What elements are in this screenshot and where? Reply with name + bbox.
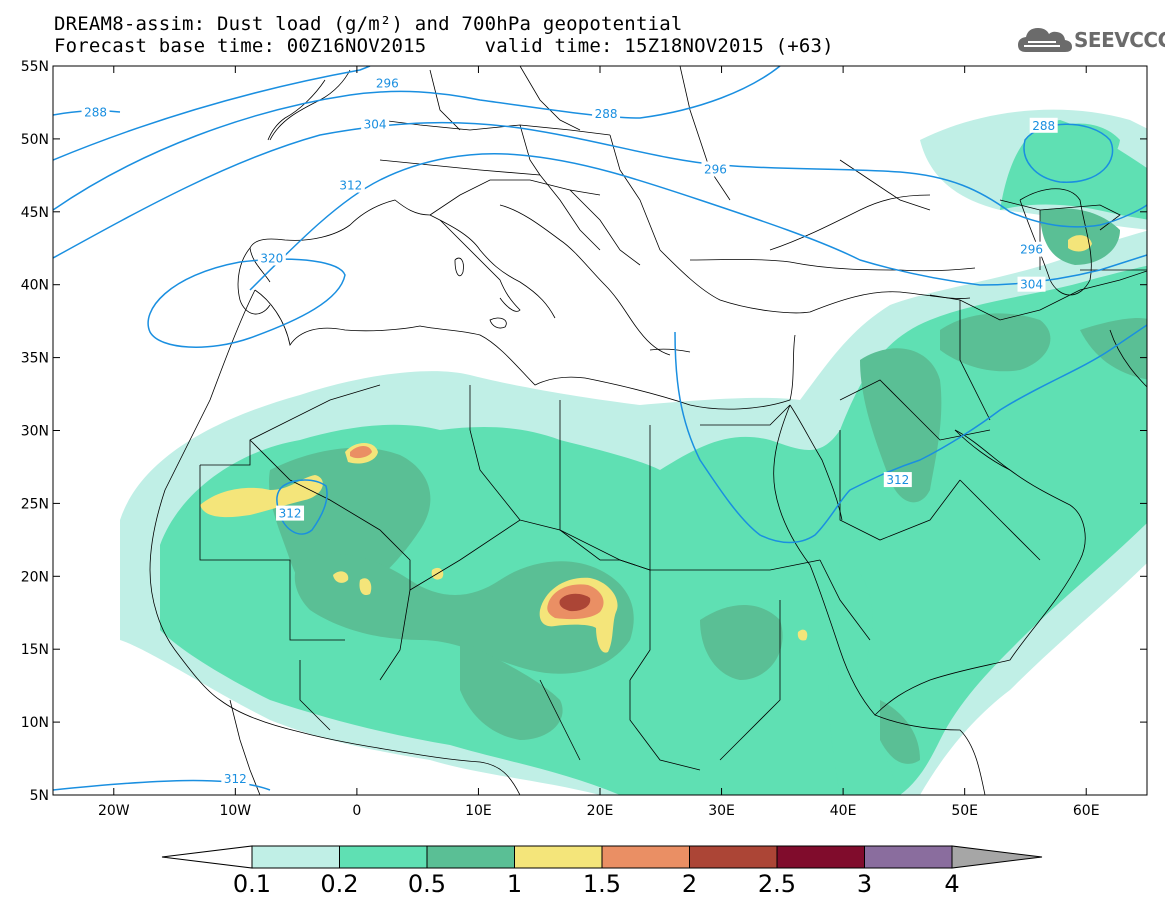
colorbar-label: 4	[944, 870, 959, 898]
seevccc-logo: SEEVCCC	[1016, 22, 1165, 62]
colorbar-high-arrow	[951, 845, 1043, 869]
colorbar-swatch	[689, 845, 778, 869]
lat-tick-label: 10N	[21, 715, 49, 731]
contour-label: 296	[376, 76, 399, 90]
lat-tick-label: 5N	[30, 788, 49, 804]
lat-tick-label: 35N	[21, 351, 49, 367]
contour-label-bg	[257, 250, 286, 266]
lon-tick-label: 30E	[708, 803, 735, 819]
contour-label-bg	[81, 104, 110, 120]
colorbar-label: 3	[857, 870, 872, 898]
lat-tick-label: 15N	[21, 642, 49, 658]
contour-label: 296	[704, 163, 727, 177]
colorbar-label: 0.5	[408, 870, 446, 898]
colorbar-swatch	[776, 845, 865, 869]
contour-label: 312	[224, 772, 247, 786]
lat-tick-label: 55N	[21, 59, 49, 75]
lat-tick-label: 20N	[21, 569, 49, 585]
lat-tick-label: 40N	[21, 278, 49, 294]
colorbar-label: 0.1	[233, 870, 271, 898]
lon-tick-label: 20W	[98, 803, 130, 819]
colorbar-swatch	[339, 845, 428, 869]
colorbar-label: 2.5	[758, 870, 796, 898]
lon-tick-label: 0	[352, 803, 361, 819]
longitude-axis: 20W 10W 0 10E 20E 30E 40E 50E 60E	[98, 66, 1100, 819]
contour-label-bg	[361, 116, 390, 132]
colorbar-swatch	[864, 845, 953, 869]
contour-label: 288	[1032, 119, 1055, 133]
contour-label: 320	[260, 251, 283, 265]
cloud-icon	[1018, 28, 1072, 52]
lon-tick-label: 50E	[951, 803, 978, 819]
geopotential-contours	[53, 66, 1147, 791]
contour-label-bg	[1017, 276, 1046, 292]
contour-label-bg	[883, 472, 912, 488]
contour-label-bg	[1017, 241, 1046, 257]
lon-tick-label: 40E	[830, 803, 857, 819]
colorbar-low-arrow	[161, 845, 253, 869]
contour-label: 304	[364, 117, 387, 131]
contour-label: 288	[84, 106, 107, 120]
contour-label-bg	[276, 505, 305, 521]
colorbar-swatch	[251, 845, 340, 869]
logo-text: SEEVCCC	[1074, 28, 1165, 52]
lat-tick-label: 25N	[21, 496, 49, 512]
lon-tick-label: 20E	[587, 803, 614, 819]
colorbar-label: 1.5	[583, 870, 621, 898]
dust-colorbar: 0.1 0.2 0.5 1 1.5 2 2.5 3 4	[161, 845, 1043, 898]
colorbar-label: 1	[507, 870, 522, 898]
colorbar-swatch	[514, 845, 603, 869]
colorbar-swatch	[426, 845, 515, 869]
contour-label-bg	[701, 161, 730, 177]
contour-label: 312	[279, 507, 302, 521]
lon-tick-label: 10E	[465, 803, 492, 819]
contour-label: 312	[886, 473, 909, 487]
contour-labels: 288 296 304 312 320 288 296 288 296 304 312 312 312	[81, 75, 1058, 786]
contour-label-bg	[221, 770, 250, 786]
lon-tick-label: 10W	[219, 803, 251, 819]
lon-tick-label: 60E	[1073, 803, 1100, 819]
lat-tick-label: 45N	[21, 205, 49, 221]
contour-label: 312	[339, 179, 362, 193]
colorbar-swatch	[601, 845, 690, 869]
lat-tick-label: 50N	[21, 132, 49, 148]
map-title: DREAM8-assim: Dust load (g/m²) and 700hP…	[54, 13, 683, 35]
contour-label: 304	[1020, 278, 1043, 292]
lat-tick-label: 30N	[21, 424, 49, 440]
contour-label-bg	[336, 177, 365, 193]
contour-label-bg	[373, 75, 402, 91]
contour-label: 296	[1020, 243, 1043, 257]
latitude-axis: 55N 50N 45N 40N 35N 30N 25N 20N 15N 10N 5N	[21, 59, 1147, 804]
contour-label: 288	[595, 107, 618, 121]
dust-shading	[120, 109, 1147, 795]
contour-label-bg	[592, 106, 621, 122]
contour-label-bg	[1029, 117, 1058, 133]
forecast-time-subtitle: Forecast base time: 00Z16NOV2015 valid t…	[54, 35, 834, 57]
colorbar-label: 0.2	[320, 870, 358, 898]
colorbar-label: 2	[682, 870, 697, 898]
